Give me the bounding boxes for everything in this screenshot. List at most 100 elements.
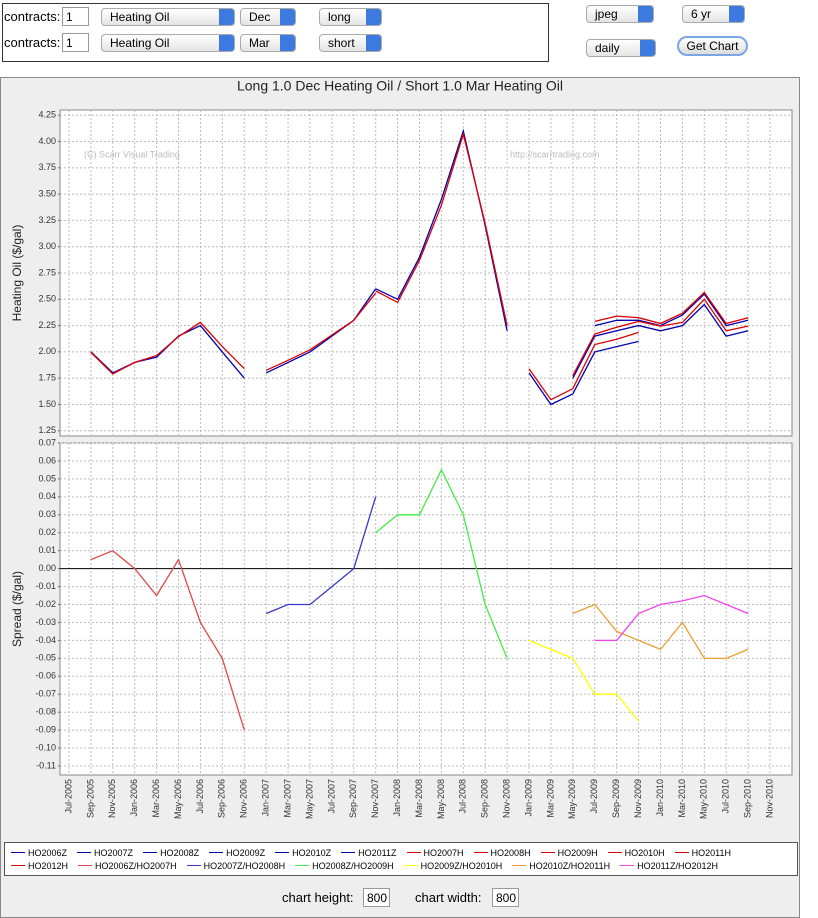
y-tick-label: 3.50 [38, 189, 56, 199]
y-tick-label: 0.07 [38, 437, 56, 447]
x-tick-label: Sep-2007 [348, 779, 358, 818]
y-tick-label: 2.75 [38, 267, 56, 277]
legend-label: HO2009H [557, 847, 598, 858]
x-tick-label: Nov-2007 [370, 779, 380, 818]
legend-label: HO2010H [624, 847, 665, 858]
legend-swatch [78, 865, 93, 866]
side-select[interactable]: long [319, 8, 382, 26]
y-tick-label: -0.08 [35, 707, 56, 717]
legend-swatch [540, 852, 555, 853]
legend-item: HO2012H [11, 860, 68, 871]
y-tick-label: -0.01 [35, 581, 56, 591]
x-tick-label: Jul-2010 [721, 779, 731, 814]
legend-swatch [406, 852, 421, 853]
x-tick-label: Sep-2006 [217, 779, 227, 818]
qty-input[interactable]: 1 [62, 7, 89, 26]
series-line [572, 298, 749, 376]
legend-label: HO2011Z/HO2012H [637, 860, 718, 871]
legend-label: HO2006Z [28, 847, 68, 858]
x-tick-label: Mar-2009 [545, 779, 555, 818]
legend-item: HO2009Z [209, 847, 265, 858]
legend-item: HO2011H [674, 847, 731, 858]
get-chart-button[interactable]: Get Chart [677, 36, 748, 56]
frequency-select[interactable]: daily [586, 39, 656, 57]
legend-swatch [403, 865, 418, 866]
y-tick-label: -0.04 [35, 635, 56, 645]
x-tick-label: Mar-2007 [282, 779, 292, 818]
x-tick-label: Sep-2008 [480, 779, 490, 818]
height-input[interactable]: 800 [363, 888, 390, 907]
y-tick-label: 0.03 [38, 509, 56, 519]
side-select[interactable]: short [319, 34, 382, 52]
y-tick-label: 3.75 [38, 162, 56, 172]
legend-label: HO2007Z [94, 847, 134, 858]
legend: HO2006Z HO2007Z HO2008Z HO2009Z HO2010Z HO201… [4, 842, 798, 876]
month-select[interactable]: Dec [240, 8, 296, 26]
legend-swatch [77, 852, 92, 853]
legend-swatch [186, 865, 201, 866]
width-label: chart width: [415, 890, 482, 905]
x-tick-label: Jul-2009 [589, 779, 599, 814]
legend-swatch [295, 865, 310, 866]
y-axis-label: Heating Oil ($/gal) [10, 225, 24, 322]
y-tick-label: 0.06 [38, 455, 56, 465]
commodity-select[interactable]: Heating Oil [101, 8, 235, 26]
x-tick-label: Sep-2005 [85, 779, 95, 818]
format-select[interactable]: jpeg [586, 5, 654, 23]
legend-swatch [143, 852, 158, 853]
x-tick-label: Jul-2007 [326, 779, 336, 814]
y-tick-label: -0.05 [35, 653, 56, 663]
legend-label: HO2012H [28, 860, 69, 871]
legend-item: HO2007Z/HO2008H [186, 860, 286, 871]
legend-label: HO2011Z [358, 847, 397, 858]
x-tick-label: Mar-2008 [414, 779, 424, 818]
series-line [572, 603, 749, 660]
y-tick-label: 3.25 [38, 215, 56, 225]
legend-item: HO2006Z [11, 847, 67, 858]
legend-item: HO2011Z/HO2012H [620, 860, 718, 871]
legend-swatch [11, 852, 25, 853]
legend-swatch [674, 852, 689, 853]
series-line [265, 292, 377, 371]
contracts-label: contracts: [4, 9, 61, 24]
series-line [528, 340, 639, 406]
y-tick-label: 4.00 [38, 136, 56, 146]
chart-title: Long 1.0 Dec Heating Oil / Short 1.0 Mar… [237, 78, 563, 94]
legend-item: HO2008H [473, 847, 531, 858]
x-tick-label: Jul-2008 [458, 779, 468, 814]
y-tick-label: 0.04 [38, 491, 56, 501]
x-tick-label: Jan-2009 [523, 779, 533, 817]
plot-area [59, 442, 793, 776]
month-select[interactable]: Mar [240, 34, 296, 52]
commodity-select[interactable]: Heating Oil [101, 34, 235, 52]
contracts-label: contracts: [4, 35, 61, 50]
series-line [594, 594, 749, 642]
y-tick-label: 2.25 [38, 320, 56, 330]
y-tick-label: -0.11 [36, 760, 56, 770]
x-tick-label: Jan-2006 [129, 779, 139, 817]
width-input[interactable]: 800 [492, 888, 519, 907]
x-tick-label: Nov-2005 [107, 779, 117, 818]
period-select[interactable]: 6 yr [682, 5, 745, 23]
x-tick-label: Sep-2009 [611, 779, 621, 818]
y-tick-label: -0.07 [35, 689, 56, 699]
legend-item: HO2010H [607, 847, 665, 858]
legend-label: HO2010Z/HO2011H [529, 860, 611, 871]
legend-label: HO2007Z/HO2008H [203, 860, 286, 871]
qty-input[interactable]: 1 [62, 33, 89, 52]
x-tick-label: Sep-2010 [742, 779, 752, 818]
height-label: chart height: [282, 890, 354, 905]
legend-item: HO2011Z [341, 847, 397, 858]
x-tick-label: Jan-2008 [392, 779, 402, 817]
y-tick-label: -0.03 [35, 617, 56, 627]
series-line [528, 331, 639, 401]
x-tick-label: Nov-2008 [502, 779, 512, 818]
series-line [90, 321, 245, 375]
x-tick-label: May-2010 [699, 779, 709, 819]
x-tick-label: Jul-2006 [195, 779, 205, 814]
x-tick-label: Jan-2010 [655, 779, 665, 817]
x-tick-label: May-2007 [304, 779, 314, 819]
y-tick-label: -0.10 [35, 742, 56, 752]
form-box [2, 3, 549, 62]
